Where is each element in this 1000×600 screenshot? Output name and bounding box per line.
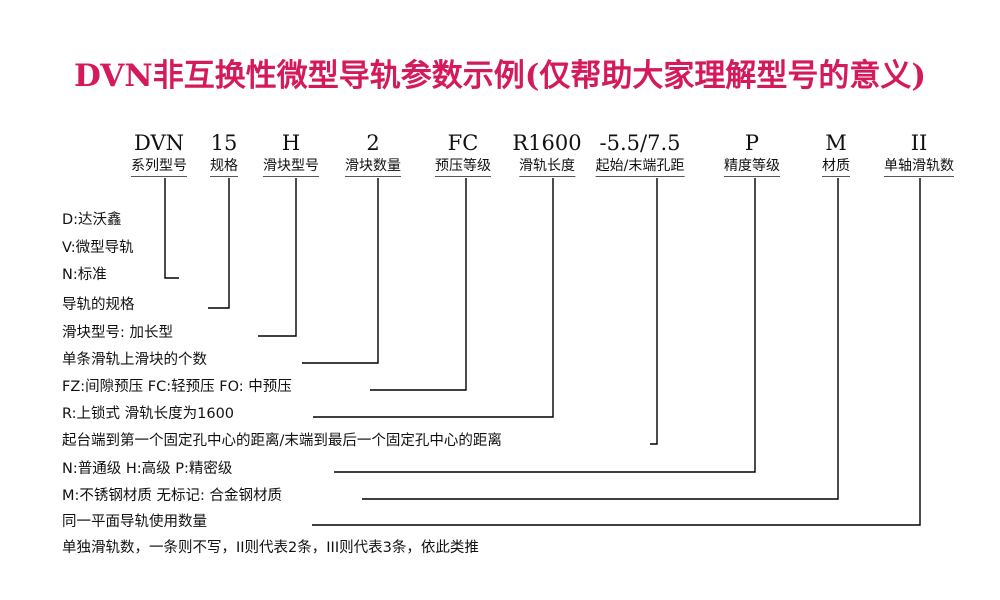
model-code-label: 滑轨长度 bbox=[518, 157, 575, 177]
legend-row: N:普通级 H:高级 P:精密级 bbox=[62, 461, 233, 477]
model-code-segment: FC 预压等级 bbox=[435, 131, 491, 177]
connector-line bbox=[370, 178, 467, 391]
model-code-label: 材质 bbox=[822, 157, 850, 177]
connector-line bbox=[258, 178, 297, 337]
legend-row: 导轨的规格 bbox=[62, 297, 135, 313]
model-code-segment: 2 滑块数量 bbox=[345, 131, 401, 177]
model-code-label: 起始/末端孔距 bbox=[595, 157, 685, 177]
legend-row: R:上锁式 滑轨长度为1600 bbox=[62, 406, 235, 422]
model-code-value: P bbox=[744, 131, 760, 155]
model-code-value: II bbox=[910, 131, 928, 155]
model-code-value: -5.5/7.5 bbox=[599, 131, 681, 155]
connector-line bbox=[302, 178, 379, 364]
legend-row: 同一平面导轨使用数量 bbox=[62, 514, 207, 530]
connector-line bbox=[334, 178, 756, 473]
legend-row: V:微型导轨 bbox=[62, 240, 134, 256]
connector-line bbox=[164, 178, 179, 279]
legend-row: FZ:间隙预压 FC:轻预压 FO: 中预压 bbox=[62, 379, 292, 395]
connector-line bbox=[362, 178, 839, 500]
legend-row: D:达沃鑫 bbox=[62, 212, 122, 228]
legend-row: 滑块型号: 加长型 bbox=[62, 325, 173, 341]
legend-row: 起台端到第一个固定孔中心的距离/末端到最后一个固定孔中心的距离 bbox=[62, 433, 502, 449]
model-code-value: H bbox=[281, 131, 301, 155]
model-code-value: FC bbox=[447, 131, 479, 155]
model-code-label: 规格 bbox=[210, 157, 238, 177]
model-code-label: 系列型号 bbox=[131, 157, 187, 177]
legend-row: N:标准 bbox=[62, 267, 107, 283]
model-code-value: 2 bbox=[366, 131, 380, 155]
model-code-value: M bbox=[825, 131, 847, 155]
legend-row: 单条滑轨上滑块的个数 bbox=[62, 352, 207, 368]
model-code-segment: -5.5/7.5 起始/末端孔距 bbox=[595, 131, 685, 177]
model-code-label: 预压等级 bbox=[435, 157, 491, 177]
model-code-segment: R1600 滑轨长度 bbox=[512, 131, 582, 177]
model-code-value: DVN bbox=[133, 131, 184, 155]
connector-line bbox=[208, 178, 230, 309]
model-code-label: 滑块数量 bbox=[345, 157, 401, 177]
model-code-value: R1600 bbox=[512, 131, 582, 155]
connector-line bbox=[650, 178, 658, 445]
page-title: DVN非互换性微型导轨参数示例(仅帮助大家理解型号的意义) bbox=[73, 58, 927, 94]
model-code-segment: II 单轴滑轨数 bbox=[884, 131, 954, 177]
connector-line bbox=[313, 178, 554, 418]
model-code-segment: M 材质 bbox=[822, 131, 850, 177]
model-code-label: 精度等级 bbox=[724, 157, 780, 177]
model-code-segment: H 滑块型号 bbox=[263, 131, 319, 177]
model-code-segment: 15 规格 bbox=[210, 131, 238, 177]
model-code-label: 单轴滑轨数 bbox=[884, 157, 954, 177]
connector-line bbox=[312, 178, 921, 526]
legend-row: M:不锈钢材质 无标记: 合金钢材质 bbox=[62, 488, 282, 504]
model-code-label: 滑块型号 bbox=[263, 157, 319, 177]
model-code-segment: P 精度等级 bbox=[724, 131, 780, 177]
model-code-segment: DVN 系列型号 bbox=[131, 131, 187, 177]
footer-note: 单独滑轨数，一条则不写，II则代表2条，III则代表3条，依此类推 bbox=[62, 540, 479, 556]
model-code-value: 15 bbox=[210, 131, 238, 155]
